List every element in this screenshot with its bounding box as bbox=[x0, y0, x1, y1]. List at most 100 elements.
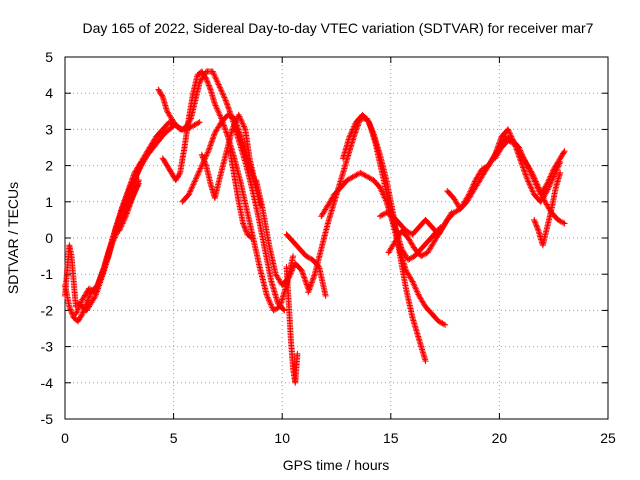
data-point bbox=[450, 209, 457, 216]
data-point bbox=[386, 211, 393, 218]
data-point bbox=[240, 123, 247, 130]
data-point bbox=[85, 285, 92, 292]
data-point bbox=[199, 153, 206, 160]
data-point bbox=[239, 120, 246, 127]
data-point bbox=[124, 207, 131, 214]
data-point bbox=[505, 137, 512, 144]
data-point bbox=[127, 199, 134, 206]
data-point bbox=[237, 132, 244, 139]
data-point bbox=[438, 319, 445, 326]
data-point bbox=[190, 122, 197, 129]
data-point bbox=[192, 121, 199, 128]
data-point bbox=[230, 123, 237, 130]
data-point bbox=[521, 167, 528, 174]
data-point bbox=[216, 84, 223, 91]
data-point bbox=[138, 158, 145, 165]
data-point bbox=[453, 208, 460, 215]
data-point bbox=[208, 139, 215, 146]
data-point bbox=[322, 292, 329, 299]
data-point bbox=[223, 129, 230, 136]
data-point bbox=[119, 203, 126, 210]
data-point bbox=[84, 297, 91, 304]
data-point bbox=[479, 166, 486, 173]
data-point bbox=[412, 285, 419, 292]
data-point bbox=[228, 114, 235, 121]
data-point bbox=[207, 142, 214, 149]
data-point bbox=[236, 113, 243, 120]
data-point bbox=[124, 187, 131, 194]
data-point bbox=[92, 287, 99, 294]
data-point bbox=[93, 284, 100, 291]
data-point bbox=[309, 276, 316, 283]
data-point bbox=[218, 87, 225, 94]
data-point bbox=[79, 311, 86, 318]
y-tick-label: -1 bbox=[41, 266, 54, 282]
data-point bbox=[110, 232, 117, 239]
data-point bbox=[248, 235, 255, 241]
y-tick-label: 5 bbox=[45, 49, 53, 65]
data-point bbox=[203, 77, 210, 84]
data-point bbox=[213, 103, 220, 110]
data-point bbox=[496, 140, 503, 147]
data-point bbox=[118, 223, 125, 230]
data-point bbox=[346, 175, 353, 182]
data-point bbox=[363, 173, 370, 180]
data-point bbox=[216, 82, 223, 89]
data-point bbox=[215, 108, 222, 115]
y-tick-label: 3 bbox=[45, 121, 53, 137]
data-point bbox=[557, 169, 564, 176]
data-point bbox=[556, 217, 563, 224]
data-point bbox=[129, 193, 136, 200]
y-tick-label: -2 bbox=[41, 302, 54, 318]
data-point bbox=[534, 184, 541, 191]
data-point bbox=[66, 305, 73, 312]
data-point bbox=[198, 151, 205, 158]
data-point bbox=[196, 119, 203, 126]
data-point bbox=[134, 181, 141, 188]
data-point bbox=[207, 141, 214, 148]
data-point bbox=[362, 172, 369, 179]
data-point bbox=[507, 130, 514, 137]
data-point bbox=[120, 219, 127, 226]
data-point bbox=[348, 129, 355, 136]
data-point bbox=[128, 196, 135, 203]
data-point bbox=[190, 181, 197, 188]
data-point bbox=[378, 212, 385, 219]
data-point bbox=[92, 289, 99, 296]
data-point bbox=[305, 254, 312, 261]
data-point bbox=[94, 281, 101, 288]
data-point bbox=[195, 169, 202, 176]
data-point bbox=[530, 175, 537, 182]
data-point bbox=[548, 172, 555, 179]
data-point bbox=[560, 149, 567, 156]
data-point bbox=[118, 221, 125, 228]
data-point bbox=[214, 78, 221, 85]
data-point bbox=[237, 116, 244, 123]
data-point bbox=[99, 269, 106, 276]
data-point bbox=[128, 197, 135, 204]
data-point bbox=[528, 171, 535, 178]
data-point bbox=[130, 192, 137, 199]
data-point bbox=[264, 294, 271, 301]
data-point bbox=[201, 157, 208, 164]
data-point bbox=[289, 266, 296, 273]
data-point bbox=[133, 182, 140, 189]
data-point bbox=[215, 81, 222, 88]
data-point bbox=[176, 171, 183, 178]
data-point bbox=[344, 177, 351, 184]
data-point bbox=[519, 161, 526, 168]
data-point bbox=[124, 189, 131, 196]
data-point bbox=[308, 279, 315, 286]
data-point bbox=[533, 223, 540, 230]
data-point bbox=[123, 211, 130, 218]
data-point bbox=[123, 210, 130, 217]
data-point bbox=[121, 197, 128, 204]
data-point bbox=[384, 210, 391, 217]
data-point bbox=[99, 268, 106, 275]
data-point bbox=[79, 309, 86, 316]
x-tick-labels: 0 5 10 15 20 25 bbox=[61, 430, 616, 446]
data-point bbox=[406, 255, 413, 262]
series-arc-25 bbox=[531, 169, 564, 249]
data-point bbox=[236, 129, 243, 136]
data-point bbox=[366, 174, 373, 181]
